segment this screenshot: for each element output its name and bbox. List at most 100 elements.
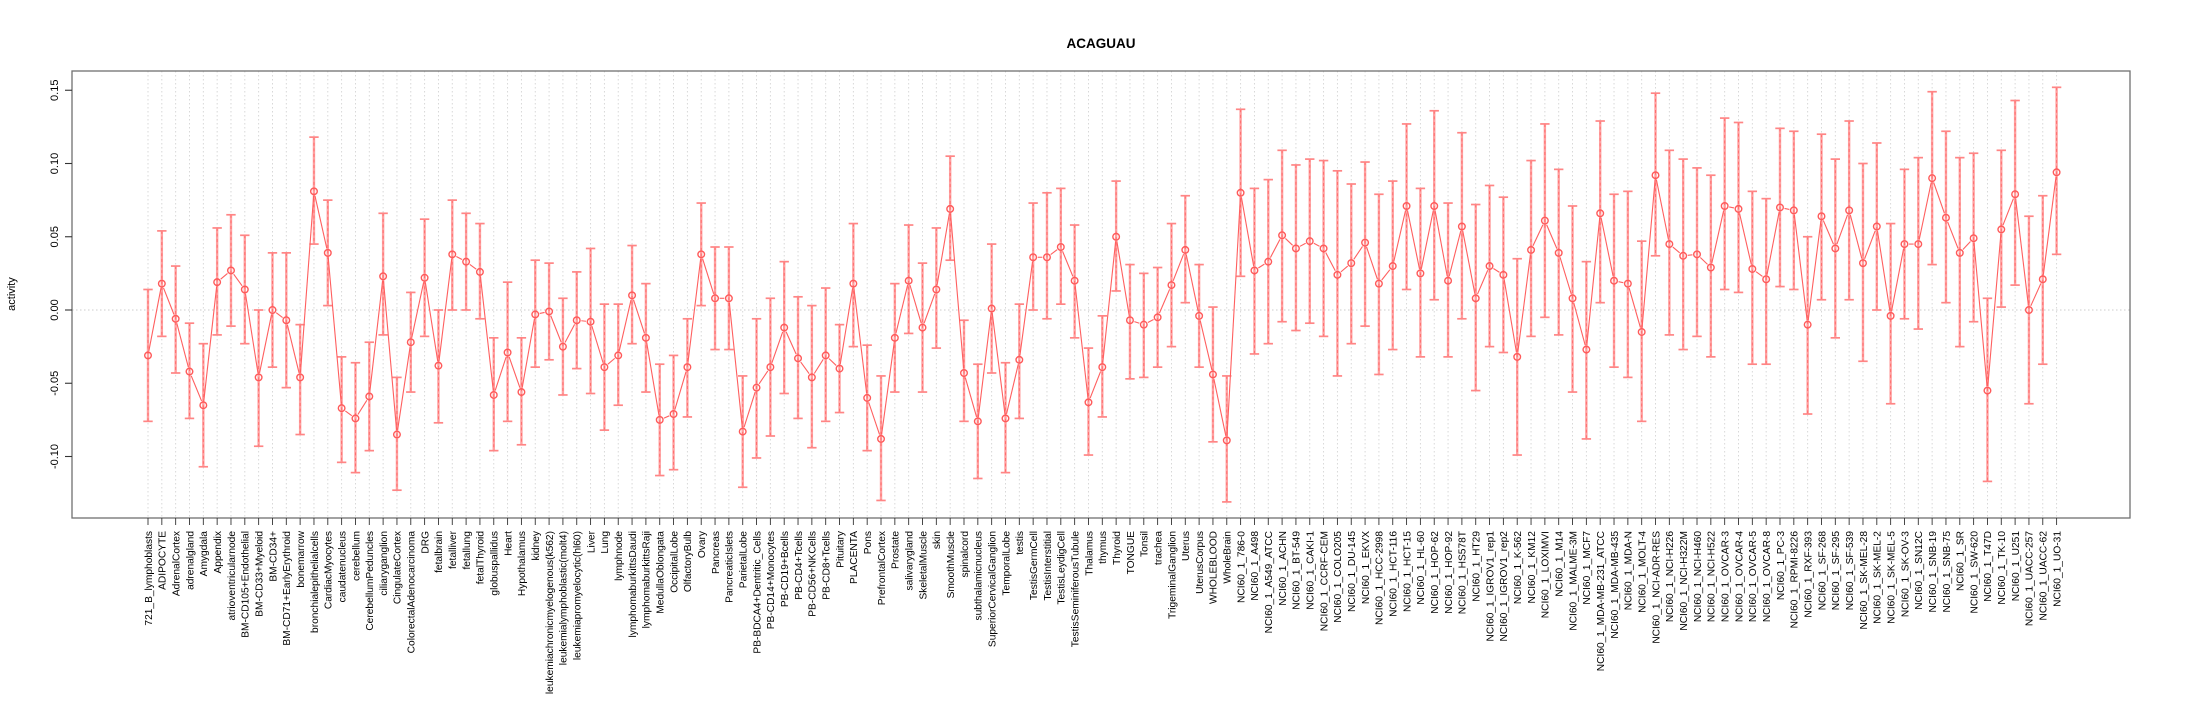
series-segment [1518,254,1531,352]
series-segment [675,372,686,410]
series-segment [869,402,880,434]
series-segment [1300,243,1306,246]
x-tick-label: NCI60_1_MCF7 [1582,531,1593,605]
series-segment [1314,243,1320,246]
x-tick-label: TestisSeminiferousTubule [1070,531,1081,648]
series-segment [315,196,327,249]
x-tick-label: lymphomaburkittsDaudi [628,531,639,637]
x-tick-label: MedullaOblongata [656,531,667,614]
series-segment [1756,272,1762,277]
chart-title: ACAGUAU [72,36,2130,51]
series-segment [1173,254,1183,281]
x-tick-label: PB-CD19+Bcells [780,531,791,607]
series-segment [2016,199,2029,306]
series-segment [234,274,242,286]
x-tick-label: Thyroid [1112,531,1123,565]
x-tick-label: NCI60_1_SF-295 [1831,531,1842,611]
x-tick-label: NCI60_1_786-0 [1236,531,1247,603]
x-tick-label: NCI60_1_DU-145 [1347,531,1358,612]
x-tick-label: SkeletalMuscle [918,531,929,600]
series-segment [1934,182,1945,213]
series-segment [1629,288,1640,327]
x-tick-label: PLACENTA [849,531,860,584]
x-tick-label: NCI60_1_MDA-MB-435 [1610,531,1621,639]
x-tick-label: fetalbrain [434,531,445,573]
series-segment [1493,269,1499,273]
x-tick-label: globuspallidus [490,531,501,596]
x-tick-label: PB-CD56+NKCells [808,531,819,617]
series-segment [1808,221,1821,320]
y-tick-label: 0.10 [49,153,61,174]
series-segment [924,294,935,323]
series-segment [1463,231,1475,294]
series-segment [1241,197,1253,266]
x-tick-label: PB-CD14+Monocytes [766,531,777,629]
x-tick-label: OlfactoryBulb [683,531,694,592]
series-segment [1435,211,1447,277]
x-tick-label: Hypothalamus [517,531,528,596]
x-tick-label: thymus [1098,531,1109,564]
x-tick-label: SuperiorCervicalGanglion [987,531,998,647]
x-tick-label: NCI60_1_OVCAR-8 [1762,531,1773,622]
series-segment [951,213,964,368]
series-segment [287,325,299,373]
y-tick-label: -0.05 [49,371,61,396]
x-tick-label: lymphnode [614,531,625,581]
series-segment [456,256,462,259]
x-tick-label: NCI60_1_HL-60 [1416,531,1427,605]
series-segment [1850,215,1861,259]
series-segment [1700,258,1707,265]
x-tick-label: NCI60_1_K-562 [1513,531,1524,604]
series-segment [2043,177,2056,275]
series-segment [480,276,493,390]
x-tick-label: NCI60_1_HCT-116 [1389,531,1400,617]
x-tick-label: NCI60_1_M14 [1555,531,1566,597]
series-segment [1587,218,1600,345]
series-segment [177,323,188,367]
x-tick-label: lymphomaburkittsRaji [642,531,653,628]
x-tick-label: NCI60_1_KM12 [1527,531,1538,604]
series-segment [425,282,437,361]
x-tick-label: NCI60_1_CAKI-1 [1306,531,1317,610]
x-tick-label: NCI60_1_TK-10 [1997,531,2008,605]
x-tick-label: CardiacMyocytes [324,531,335,609]
series-segment [412,282,424,337]
x-tick-label: NCI60_1_SR [1956,531,1967,591]
x-tick-label: adrenalgland [185,531,196,590]
x-tick-label: NCI60_1_EKVX [1361,531,1372,604]
series-segment [1407,210,1419,268]
series-segment [1767,212,1779,275]
x-tick-label: NCI60_1_SW-620 [1969,531,1980,614]
series-segment [1892,249,1904,312]
series-segment [1547,225,1557,249]
x-tick-label: atrioventricularnode [227,531,238,621]
x-tick-label: OccipitalLobe [669,531,680,593]
series-segment [1619,282,1624,283]
series-segment [1449,231,1461,276]
series-segment [1823,220,1833,244]
series-segment [1007,364,1019,414]
series-segment [1974,243,1987,386]
series-segment [246,294,258,373]
x-tick-label: NCI60_1_SK-MEL-5 [1886,531,1897,624]
series-segment [1103,241,1116,362]
x-tick-label: Appendix [213,531,224,573]
series-segment [276,313,282,318]
x-tick-label: NCI60_1_MDA-N [1624,531,1635,610]
x-tick-label: UterusCorpus [1195,531,1206,594]
x-tick-label: PB-BDCA4+Dentritic_Cells [752,531,763,654]
series-segment [164,288,174,315]
x-tick-label: NCI60_1_CCRF-CEM [1319,531,1330,631]
x-tick-label: bronchialepithelialcells [310,531,321,633]
series-segment [1948,222,1958,249]
series-segment [854,288,867,393]
x-tick-label: NCI60_1_HOP-62 [1430,531,1441,614]
series-segment [729,303,742,427]
x-tick-label: Lung [600,531,611,554]
x-tick-label: NCI60_1_U251 [2011,531,2022,602]
series-segment [1227,197,1240,435]
x-tick-label: NCI60_1_OVCAR-4 [1734,531,1745,622]
series-segment [1285,238,1292,245]
